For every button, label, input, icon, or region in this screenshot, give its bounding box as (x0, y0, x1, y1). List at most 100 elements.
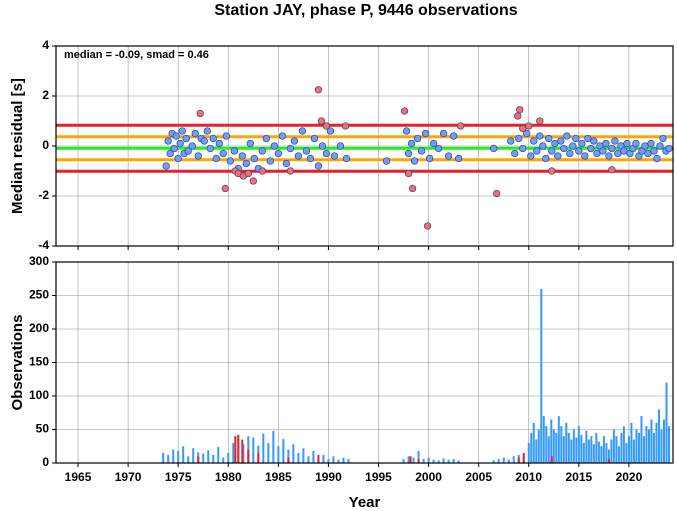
point (262, 134, 270, 143)
bar (635, 429, 638, 463)
point (620, 147, 628, 155)
point (455, 154, 463, 163)
bar (615, 436, 618, 463)
bar (162, 452, 165, 463)
bar (457, 460, 460, 463)
point (584, 134, 592, 143)
y-tick-label: 2 (42, 88, 49, 102)
bar (655, 422, 658, 463)
point (166, 149, 174, 158)
point (560, 144, 568, 153)
bar (234, 436, 237, 463)
bar (575, 437, 578, 463)
bar (177, 450, 180, 463)
point (290, 137, 299, 145)
bar (552, 429, 555, 463)
y-tick-label: -2 (38, 188, 49, 202)
chart-title: Station JAY, phase P, 9446 observations (214, 2, 517, 19)
y-tick-label: 0 (42, 455, 49, 469)
point (421, 129, 430, 138)
bar (332, 456, 335, 463)
point (536, 117, 544, 125)
bar (402, 458, 405, 463)
point (608, 166, 616, 174)
point (282, 159, 291, 168)
x-tick-label: 1975 (165, 470, 192, 484)
point (294, 152, 303, 160)
bar (607, 449, 610, 463)
x-tick-label: 2000 (415, 470, 442, 484)
bar (197, 456, 200, 463)
y-tick-label: 150 (29, 355, 49, 369)
point (230, 147, 238, 155)
point (278, 132, 287, 140)
point (533, 147, 541, 155)
bar (427, 457, 430, 463)
bar (277, 446, 280, 463)
point (572, 134, 580, 143)
point (200, 137, 208, 145)
bar (550, 419, 553, 463)
point (404, 149, 413, 158)
bar (222, 457, 225, 463)
bar (610, 439, 613, 463)
bar (241, 439, 244, 463)
bar (282, 438, 285, 463)
point (342, 154, 351, 163)
bar (262, 433, 265, 463)
point (249, 177, 257, 185)
bar (242, 444, 245, 463)
point (611, 137, 619, 145)
bar (167, 454, 170, 463)
bar (317, 454, 320, 463)
y-tick-label: 300 (29, 254, 49, 268)
point (302, 147, 311, 155)
bar (507, 459, 510, 463)
bar (497, 458, 500, 463)
point (270, 142, 279, 150)
bar (585, 430, 588, 463)
bar (527, 442, 530, 463)
bar (447, 459, 450, 463)
bar (232, 442, 235, 463)
point (653, 154, 661, 163)
bar (582, 442, 585, 463)
bar (172, 449, 175, 463)
point (258, 147, 266, 155)
point (659, 134, 667, 143)
bar (637, 432, 640, 463)
bar (647, 429, 650, 463)
point (184, 147, 192, 155)
bar (620, 432, 623, 463)
bar (452, 458, 455, 463)
bar (272, 430, 275, 463)
point (407, 139, 416, 148)
bar (412, 457, 415, 463)
bar (417, 458, 420, 463)
point (551, 139, 559, 148)
point (322, 122, 331, 130)
point (602, 139, 610, 148)
point (314, 162, 323, 170)
point (266, 157, 274, 165)
point (515, 134, 523, 143)
point (457, 122, 465, 130)
bar (570, 439, 573, 463)
point (554, 152, 562, 160)
point (206, 144, 214, 153)
bar (557, 416, 560, 463)
bar (592, 444, 595, 463)
point (194, 152, 202, 160)
x-tick-label: 1965 (65, 470, 92, 484)
point (174, 154, 182, 163)
bar (595, 432, 598, 463)
bar (327, 458, 330, 463)
point (215, 139, 223, 148)
point (516, 106, 524, 114)
bar (590, 436, 593, 463)
point (623, 139, 631, 148)
bar (587, 439, 590, 463)
bar (605, 442, 608, 463)
point (326, 127, 335, 135)
bar (630, 422, 633, 463)
